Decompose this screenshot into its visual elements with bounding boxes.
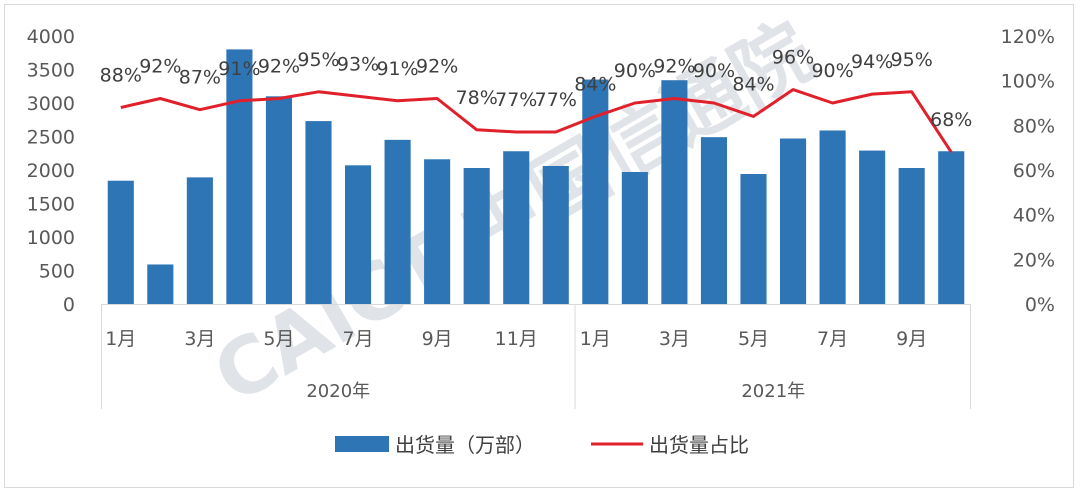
right-tick-label: 60% xyxy=(1013,160,1055,182)
bar xyxy=(424,159,451,304)
legend-bar-label: 出货量（万部） xyxy=(395,433,535,457)
bar xyxy=(344,165,372,304)
category-label: 5月 xyxy=(738,328,769,350)
bar xyxy=(621,172,648,304)
bar xyxy=(265,96,293,304)
category-axis: 1月 3月 5月 7月 9月 11月 1月 3月 5月 7月 9月 2020年 2021年 xyxy=(101,304,971,409)
bar xyxy=(859,150,886,304)
bar xyxy=(107,180,134,304)
right-tick-label: 40% xyxy=(1013,205,1055,227)
category-label: 1月 xyxy=(105,328,136,350)
line-data-label: 68% xyxy=(930,109,972,131)
bar xyxy=(819,130,846,304)
line-data-label: 92% xyxy=(416,56,458,78)
line-data-label: 84% xyxy=(732,73,774,95)
line-data-label: 96% xyxy=(772,47,814,69)
legend-bar-swatch xyxy=(335,436,389,452)
bar xyxy=(779,138,807,304)
left-tick-label: 2500 xyxy=(27,127,75,149)
line-data-label: 78% xyxy=(456,87,498,109)
bar xyxy=(463,167,490,304)
line-data-label: 90% xyxy=(693,60,735,82)
category-label: 7月 xyxy=(817,328,848,350)
bar xyxy=(226,49,253,305)
category-label: 11月 xyxy=(495,328,538,350)
bar xyxy=(542,165,569,304)
line-data-label: 90% xyxy=(614,60,656,82)
right-axis: 0% 20% 40% 60% 80% 100% 120% xyxy=(1001,26,1055,316)
left-tick-label: 1000 xyxy=(27,227,75,249)
line-data-label: 88% xyxy=(100,64,142,86)
left-axis: 0 500 1000 1500 2000 2500 3000 3500 4000 xyxy=(27,26,75,316)
bar xyxy=(700,137,728,304)
category-label: 3月 xyxy=(659,328,690,350)
left-tick-label: 2000 xyxy=(27,160,75,182)
bar xyxy=(384,139,411,304)
line-data-label: 91% xyxy=(376,58,418,80)
line-data-label: 92% xyxy=(258,56,300,78)
line-data-label: 92% xyxy=(139,56,181,78)
line-data-label: 77% xyxy=(535,89,577,111)
line-data-label: 87% xyxy=(179,67,221,89)
right-tick-label: 0% xyxy=(1025,294,1055,316)
category-label: 5月 xyxy=(263,328,294,350)
bar xyxy=(938,151,965,304)
right-tick-label: 20% xyxy=(1013,249,1055,271)
line-data-label: 77% xyxy=(495,89,537,111)
legend: 出货量（万部） 出货量占比 xyxy=(335,433,749,457)
combo-chart: CAICT 中国信通院 88%92%87%91%92%95%93%91%92%7… xyxy=(27,6,1055,457)
category-label: 9月 xyxy=(896,328,927,350)
category-label: 1月 xyxy=(580,328,611,350)
legend-line-label: 出货量占比 xyxy=(649,433,749,457)
bar xyxy=(740,174,767,304)
left-tick-label: 3000 xyxy=(27,93,75,115)
right-tick-label: 80% xyxy=(1013,115,1055,137)
chart-frame: CAICT 中国信通院 88% 92% 87% 91% 92% 95% 93% 91% 92% 7… xyxy=(4,4,1074,488)
left-tick-label: 0 xyxy=(63,294,75,316)
category-label: 3月 xyxy=(184,328,215,350)
bar xyxy=(186,177,213,304)
group-label: 2020年 xyxy=(306,381,370,402)
line-data-label: 92% xyxy=(653,56,695,78)
category-label: 7月 xyxy=(342,328,373,350)
line-data-label: 95% xyxy=(297,49,339,71)
line-data-labels: 88%92%87%91%92%95%93%91%92%78%77%77%84%9… xyxy=(100,47,973,132)
bar xyxy=(147,264,174,304)
left-tick-label: 500 xyxy=(39,261,75,283)
left-tick-label: 3500 xyxy=(27,60,75,82)
right-tick-label: 120% xyxy=(1001,26,1055,48)
line-data-label: 90% xyxy=(811,60,853,82)
line-series xyxy=(120,88,953,153)
bar xyxy=(661,80,688,304)
line-data-label: 84% xyxy=(574,73,616,95)
bar xyxy=(503,151,530,304)
left-tick-label: 4000 xyxy=(27,26,75,48)
bar xyxy=(305,121,332,304)
line-data-label: 95% xyxy=(891,49,933,71)
right-tick-label: 100% xyxy=(1001,71,1055,93)
bar-series xyxy=(107,49,965,305)
category-label: 9月 xyxy=(422,328,453,350)
share-line xyxy=(120,88,953,153)
line-data-label: 94% xyxy=(851,51,893,73)
line-data-label: 93% xyxy=(337,53,379,75)
line-data-label: 91% xyxy=(218,58,260,80)
bar xyxy=(898,167,925,304)
left-tick-label: 1500 xyxy=(27,194,75,216)
group-label: 2021年 xyxy=(741,381,805,402)
